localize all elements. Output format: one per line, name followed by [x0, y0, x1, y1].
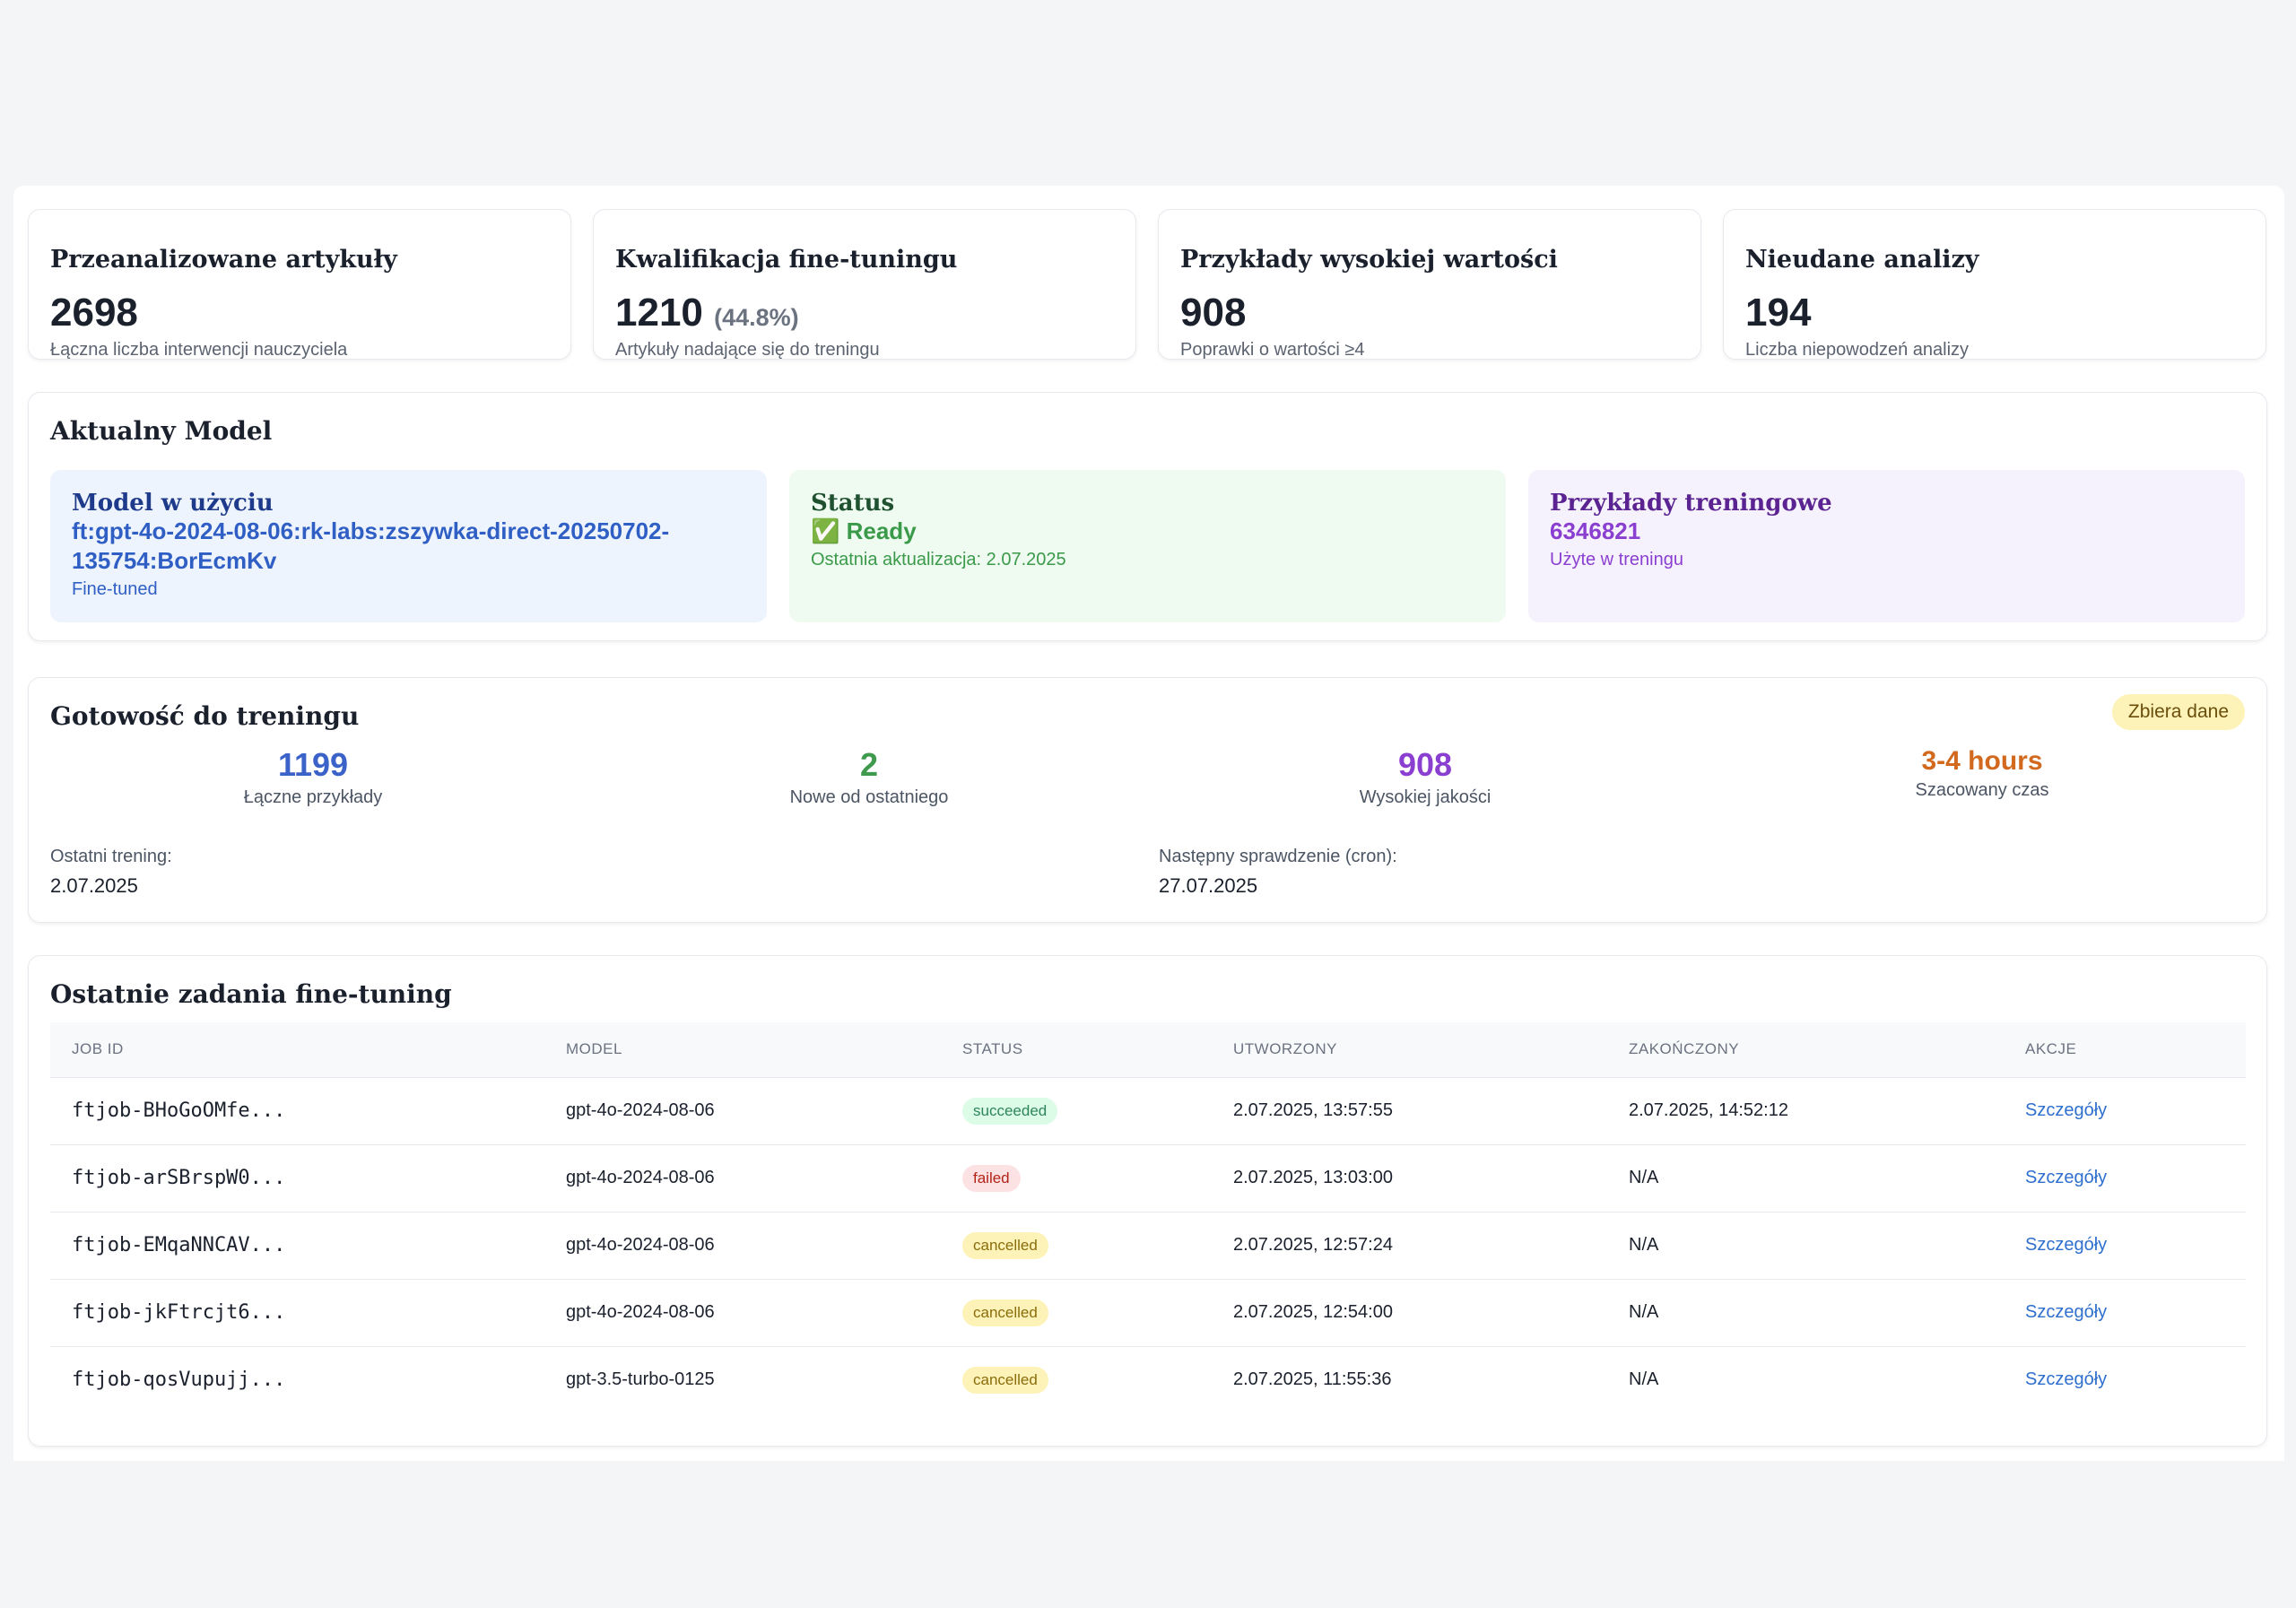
- stat-title: Przeanalizowane artykuły: [50, 246, 397, 274]
- metric-value: 1199: [277, 746, 349, 783]
- status-badge: Zbiera dane: [2111, 694, 2245, 730]
- stat-card-failed: Nieudane analizy 194 Liczba niepowodzeń …: [1723, 209, 2266, 360]
- column-header-actions: AKCJE: [2025, 1040, 2077, 1058]
- status-label: Status: [811, 490, 895, 517]
- metric-label: Nowe od ostatniego: [789, 787, 949, 807]
- model-type: Fine-tuned: [72, 579, 158, 599]
- column-header-created: UTWORZONY: [1233, 1040, 1337, 1058]
- next-check: Następny sprawdzenie (cron): 27.07.2025: [1159, 847, 1397, 898]
- job-finished: N/A: [1607, 1278, 2004, 1346]
- status-badge: succeeded: [962, 1097, 1058, 1125]
- job-id: ftjob-arSBrspW0...: [50, 1143, 544, 1212]
- job-created: 2.07.2025, 12:54:00: [1212, 1278, 1607, 1346]
- job-created: 2.07.2025, 13:57:55: [1212, 1076, 1607, 1144]
- next-check-value: 27.07.2025: [1159, 874, 1258, 897]
- column-header-job-id: JOB ID: [72, 1040, 124, 1058]
- job-created: 2.07.2025, 11:55:36: [1212, 1345, 1607, 1413]
- section-title: Aktualny Model: [50, 416, 273, 446]
- table-row: ftjob-jkFtrcjt6... gpt-4o-2024-08-06 can…: [50, 1278, 2246, 1346]
- column-header-model: MODEL: [566, 1040, 622, 1058]
- stat-value: 908: [1180, 291, 1247, 335]
- job-finished: N/A: [1607, 1345, 2004, 1413]
- metric-label: Szacowany czas: [1915, 780, 2049, 800]
- readiness-metric-high-quality: 908 Wysokiej jakości: [1291, 746, 1560, 808]
- stat-desc: Łączna liczba interwencji nauczyciela: [50, 340, 348, 360]
- table-header-row: JOB ID MODEL STATUS UTWORZONY ZAKOŃCZONY…: [50, 1022, 2246, 1077]
- stat-value: 1210 (44.8%): [615, 291, 799, 335]
- job-model: gpt-3.5-turbo-0125: [544, 1345, 941, 1413]
- job-id: ftjob-BHoGoOMfe...: [50, 1076, 544, 1144]
- dashboard-panel: Przeanalizowane artykuły 2698 Łączna lic…: [13, 186, 2284, 1461]
- job-finished: N/A: [1607, 1211, 2004, 1279]
- section-title: Ostatnie zadania fine-tuning: [50, 979, 452, 1009]
- status-box: Status ✅ Ready Ostatnia aktualizacja: 2.…: [789, 470, 1506, 622]
- stat-title: Nieudane analizy: [1745, 246, 1979, 274]
- stat-value: 194: [1745, 291, 1812, 335]
- readiness-metric-eta: 3-4 hours Szacowany czas: [1848, 746, 2117, 801]
- model-label: Model w użyciu: [72, 490, 274, 517]
- last-training-value: 2.07.2025: [50, 874, 138, 897]
- job-finished: N/A: [1607, 1143, 2004, 1212]
- job-id: ftjob-qosVupujj...: [50, 1345, 544, 1413]
- examples-value: 6346821: [1550, 517, 1641, 544]
- status-badge: cancelled: [962, 1299, 1048, 1326]
- last-training: Ostatni trening: 2.07.2025: [50, 847, 172, 898]
- metric-value: 2: [859, 746, 879, 783]
- job-id: ftjob-jkFtrcjt6...: [50, 1278, 544, 1346]
- model-name: ft:gpt-4o-2024-08-06:rk-labs:zszywka-dir…: [72, 517, 670, 574]
- metric-label: Wysokiej jakości: [1359, 787, 1492, 807]
- stat-card-qualified: Kwalifikacja fine-tuningu 1210 (44.8%) A…: [593, 209, 1136, 360]
- job-model: gpt-4o-2024-08-06: [544, 1278, 941, 1346]
- examples-label: Przykłady treningowe: [1550, 490, 1832, 517]
- stat-percentage: (44.8%): [714, 304, 799, 331]
- readiness-metric-new: 2 Nowe od ostatniego: [735, 746, 1004, 808]
- status-badge: cancelled: [962, 1366, 1048, 1394]
- current-model-card: Aktualny Model Model w użyciu ft:gpt-4o-…: [28, 392, 2267, 641]
- details-link[interactable]: Szczegóły: [2025, 1235, 2108, 1255]
- stat-card-analyzed: Przeanalizowane artykuły 2698 Łączna lic…: [28, 209, 571, 360]
- metric-value: 908: [1397, 746, 1453, 783]
- examples-desc: Użyte w treningu: [1550, 550, 1683, 569]
- status-badge: failed: [962, 1164, 1021, 1192]
- model-in-use-box: Model w użyciu ft:gpt-4o-2024-08-06:rk-l…: [50, 470, 767, 622]
- job-model: gpt-4o-2024-08-06: [544, 1211, 941, 1279]
- metric-label: Łączne przykłady: [243, 787, 383, 807]
- training-readiness-card: Gotowość do treningu Zbiera dane 1199 Łą…: [28, 677, 2267, 923]
- job-id: ftjob-EMqaNNCAV...: [50, 1211, 544, 1279]
- section-title: Gotowość do treningu: [50, 701, 360, 731]
- job-created: 2.07.2025, 13:03:00: [1212, 1143, 1607, 1212]
- job-model: gpt-4o-2024-08-06: [544, 1076, 941, 1144]
- finetune-jobs-card: Ostatnie zadania fine-tuning JOB ID MODE…: [28, 955, 2267, 1447]
- stat-card-high-value: Przykłady wysokiej wartości 908 Poprawki…: [1158, 209, 1701, 360]
- stat-value: 2698: [50, 291, 138, 335]
- stat-desc: Liczba niepowodzeń analizy: [1745, 340, 1970, 360]
- status-updated: Ostatnia aktualizacja: 2.07.2025: [811, 550, 1066, 569]
- details-link[interactable]: Szczegóły: [2025, 1369, 2108, 1390]
- stat-title: Przykłady wysokiej wartości: [1180, 246, 1558, 274]
- details-link[interactable]: Szczegóły: [2025, 1100, 2108, 1120]
- column-header-finished: ZAKOŃCZONY: [1629, 1040, 1740, 1058]
- job-created: 2.07.2025, 12:57:24: [1212, 1211, 1607, 1279]
- table-row: ftjob-BHoGoOMfe... gpt-4o-2024-08-06 suc…: [50, 1076, 2246, 1144]
- job-model: gpt-4o-2024-08-06: [544, 1143, 941, 1212]
- jobs-table: JOB ID MODEL STATUS UTWORZONY ZAKOŃCZONY…: [50, 1022, 2246, 1413]
- metric-value: 3-4 hours: [1921, 746, 2043, 776]
- table-row: ftjob-EMqaNNCAV... gpt-4o-2024-08-06 can…: [50, 1211, 2246, 1279]
- readiness-metric-total: 1199 Łączne przykłady: [178, 746, 448, 808]
- status-value: ✅ Ready: [811, 517, 917, 544]
- table-row: ftjob-arSBrspW0... gpt-4o-2024-08-06 fai…: [50, 1143, 2246, 1212]
- status-badge: cancelled: [962, 1231, 1048, 1259]
- details-link[interactable]: Szczegóły: [2025, 1168, 2108, 1187]
- stat-title: Kwalifikacja fine-tuningu: [615, 246, 958, 274]
- table-row: ftjob-qosVupujj... gpt-3.5-turbo-0125 ca…: [50, 1345, 2246, 1413]
- check-icon: ✅: [811, 517, 840, 544]
- stat-desc: Artykuły nadające się do treningu: [615, 340, 880, 360]
- details-link[interactable]: Szczegóły: [2025, 1302, 2108, 1322]
- stat-desc: Poprawki o wartości ≥4: [1180, 340, 1365, 360]
- last-training-label: Ostatni trening:: [50, 847, 172, 866]
- column-header-status: STATUS: [962, 1040, 1023, 1058]
- training-examples-box: Przykłady treningowe 6346821 Użyte w tre…: [1528, 470, 2245, 622]
- next-check-label: Następny sprawdzenie (cron):: [1159, 847, 1397, 866]
- job-finished: 2.07.2025, 14:52:12: [1607, 1076, 2004, 1144]
